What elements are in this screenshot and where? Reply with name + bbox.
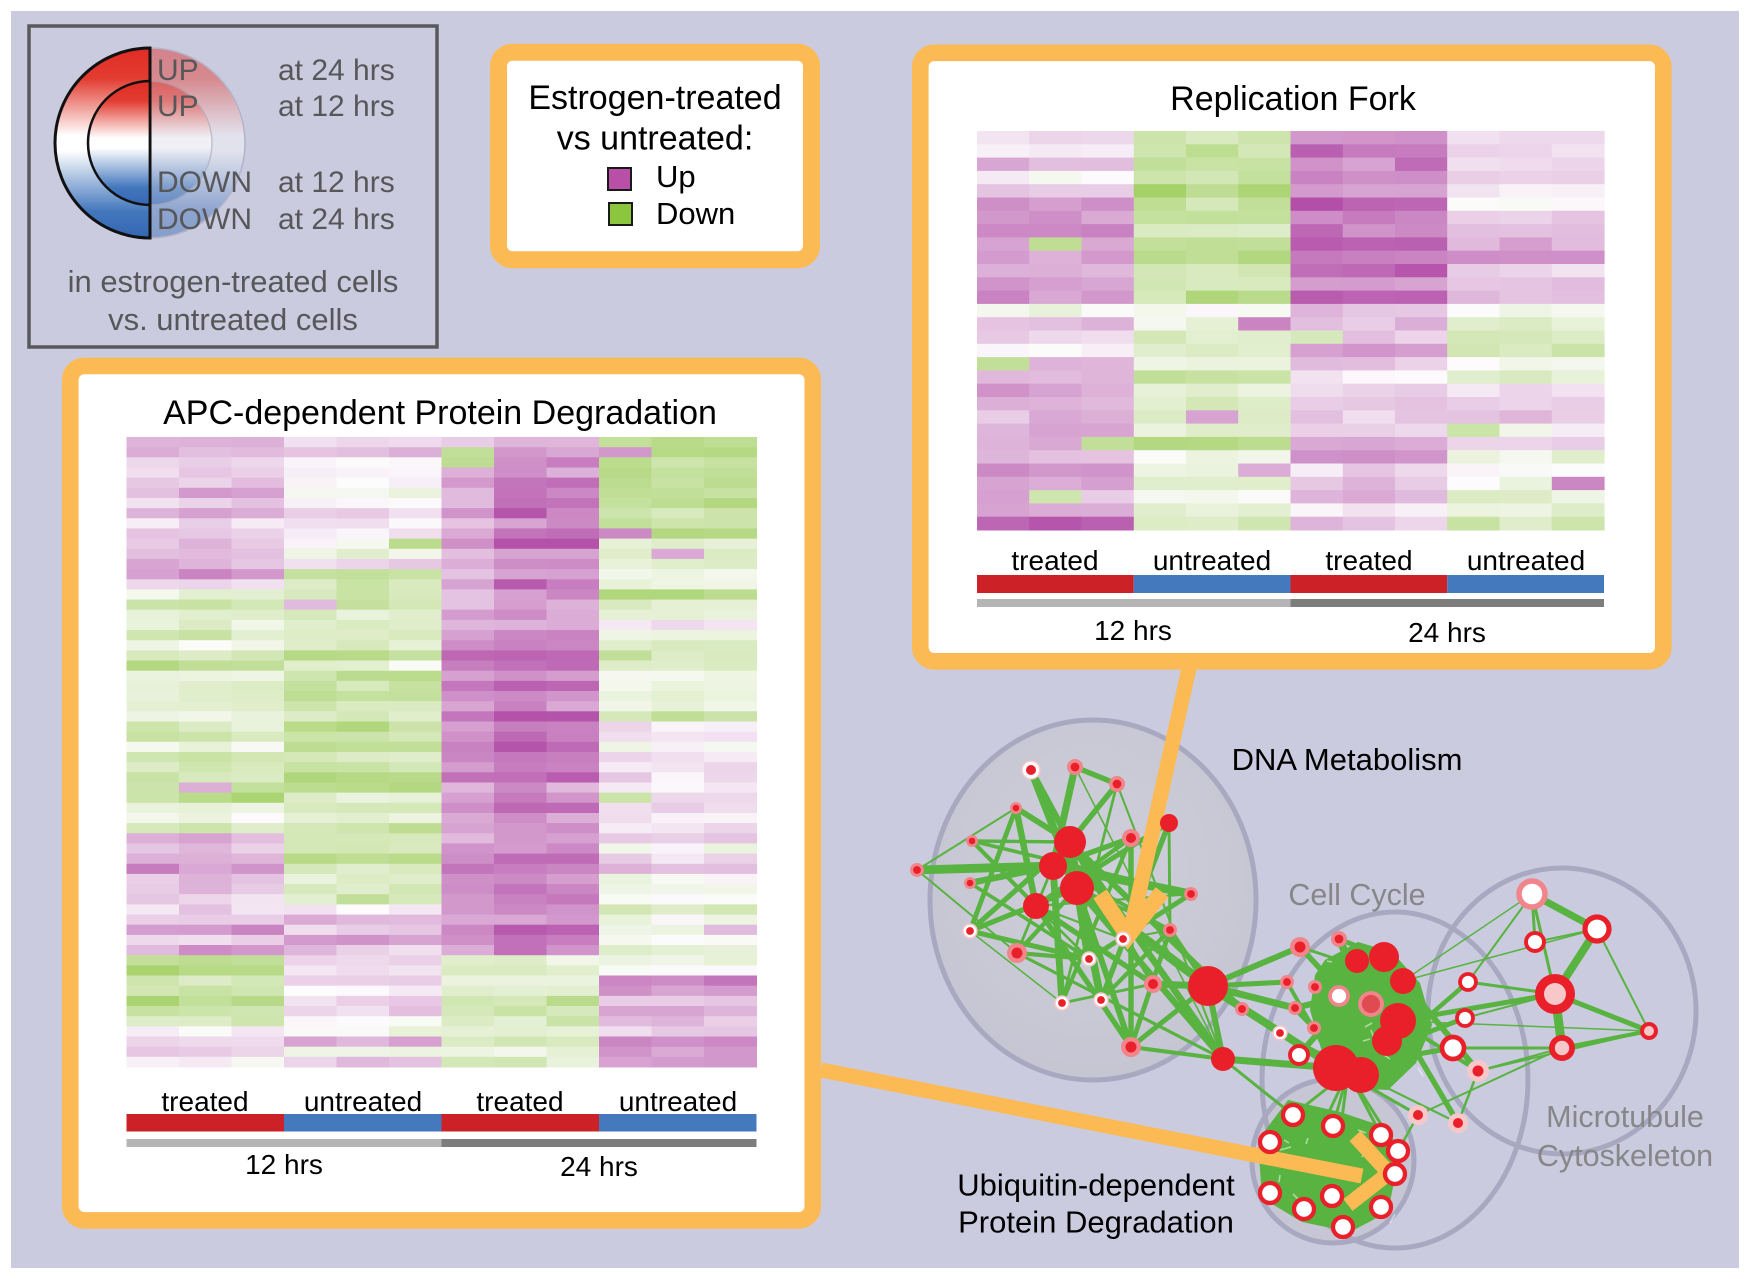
svg-text:treated: treated — [476, 1086, 563, 1117]
svg-text:untreated: untreated — [304, 1086, 422, 1117]
svg-text:DNA Metabolism: DNA Metabolism — [1232, 742, 1463, 777]
svg-text:Protein Degradation: Protein Degradation — [958, 1205, 1234, 1240]
svg-text:24 hrs: 24 hrs — [560, 1151, 638, 1182]
svg-text:UP: UP — [157, 90, 199, 123]
svg-text:DOWN: DOWN — [157, 203, 252, 236]
svg-text:treated: treated — [1011, 545, 1098, 576]
svg-text:untreated: untreated — [1153, 545, 1271, 576]
svg-text:Ubiquitin-dependent: Ubiquitin-dependent — [957, 1168, 1235, 1203]
svg-text:Cytoskeleton: Cytoskeleton — [1537, 1139, 1713, 1173]
svg-text:Cell Cycle: Cell Cycle — [1288, 878, 1425, 912]
svg-text:Down: Down — [656, 196, 735, 231]
svg-text:at 24 hrs: at 24 hrs — [278, 203, 395, 236]
svg-text:in estrogen-treated cells: in estrogen-treated cells — [68, 264, 399, 299]
svg-text:12 hrs: 12 hrs — [1094, 615, 1172, 646]
svg-text:APC-dependent Protein Degradat: APC-dependent Protein Degradation — [163, 394, 717, 432]
svg-text:Replication Fork: Replication Fork — [1170, 80, 1417, 118]
svg-text:24 hrs: 24 hrs — [1408, 617, 1486, 648]
svg-text:UP: UP — [157, 54, 199, 87]
svg-text:at 12 hrs: at 12 hrs — [278, 166, 395, 199]
svg-text:untreated: untreated — [1467, 545, 1585, 576]
svg-text:Microtubule: Microtubule — [1546, 1100, 1704, 1134]
svg-text:12 hrs: 12 hrs — [245, 1149, 323, 1180]
svg-text:Up: Up — [656, 159, 696, 194]
svg-text:vs. untreated cells: vs. untreated cells — [108, 302, 358, 337]
svg-text:treated: treated — [161, 1086, 248, 1117]
svg-text:Estrogen-treated: Estrogen-treated — [528, 79, 781, 117]
svg-text:untreated: untreated — [619, 1086, 737, 1117]
svg-text:DOWN: DOWN — [157, 166, 252, 199]
svg-text:treated: treated — [1325, 545, 1412, 576]
svg-text:at 12 hrs: at 12 hrs — [278, 90, 395, 123]
svg-text:vs untreated:: vs untreated: — [557, 120, 754, 158]
svg-text:at 24 hrs: at 24 hrs — [278, 54, 395, 87]
